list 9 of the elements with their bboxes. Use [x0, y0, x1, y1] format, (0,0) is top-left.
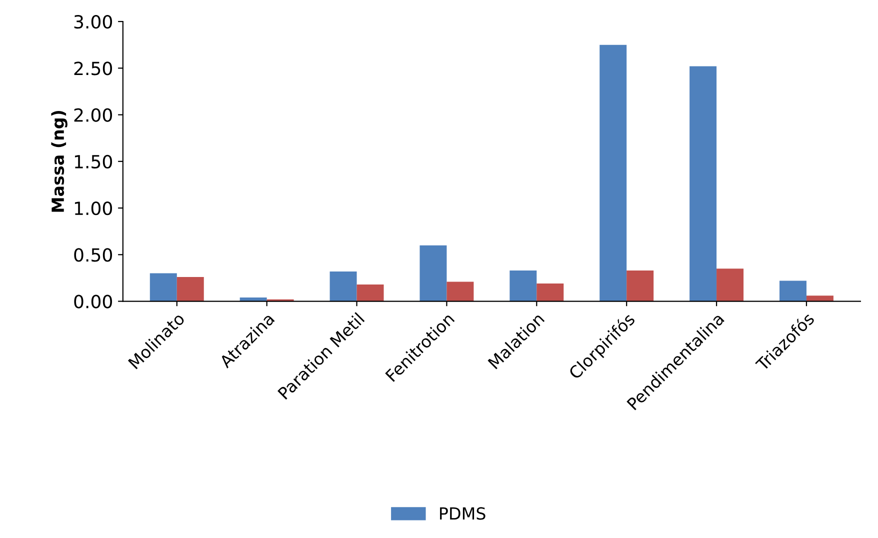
- y-tick-label: 2.00: [74, 108, 112, 122]
- y-tick-label: 3.00: [74, 14, 112, 29]
- y-tick-label: 0.50: [74, 248, 112, 262]
- legend-label: PDMS: [440, 507, 486, 520]
- y-tick-label: 2.50: [74, 62, 112, 76]
- y-tick-label: 0.00: [74, 294, 112, 308]
- y-tick-label: 1.00: [74, 201, 112, 216]
- y-tick-label: 1.50: [74, 154, 112, 169]
- y-axis-title: Massa (ng): [51, 110, 68, 212]
